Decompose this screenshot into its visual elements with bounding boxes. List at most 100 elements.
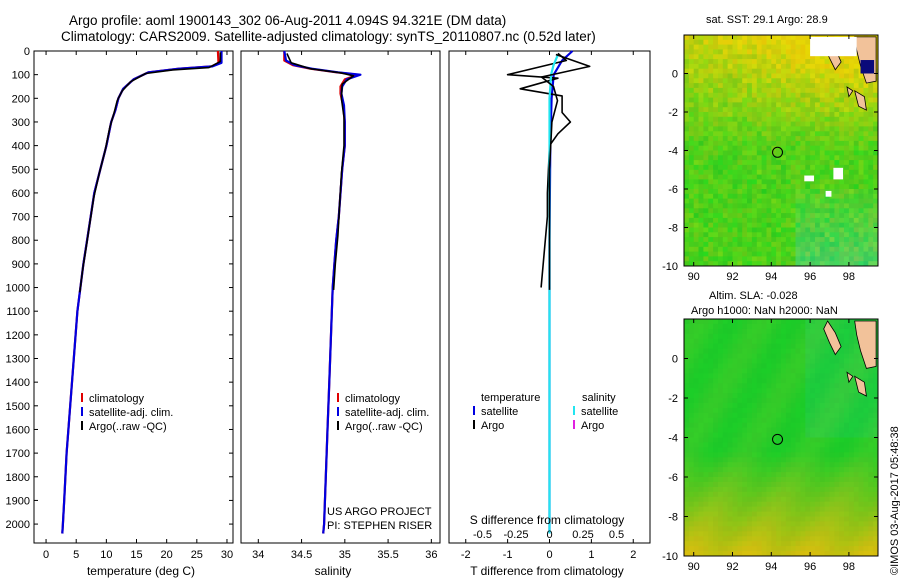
map-cell [863, 126, 869, 132]
map-cell [776, 49, 782, 55]
map-cell [815, 241, 821, 248]
map-cell [810, 97, 816, 103]
map-cell [805, 319, 811, 325]
map-cell [766, 319, 772, 325]
map-cell [776, 506, 782, 512]
map-cell [718, 422, 724, 429]
map-cell [790, 150, 796, 156]
map-cell [722, 179, 729, 185]
map-cell [713, 54, 719, 60]
map-cell [795, 44, 801, 50]
map-cell [708, 126, 714, 132]
map-cell [815, 97, 821, 103]
map-cell [771, 251, 777, 257]
map-cell [693, 213, 699, 219]
map-cell [742, 358, 748, 364]
map-cell [732, 536, 738, 542]
map-cell [718, 184, 724, 190]
map-cell [824, 338, 830, 345]
map-cell [800, 486, 806, 493]
map-cell [771, 208, 777, 214]
map-cell [853, 373, 860, 379]
map-cell [863, 506, 869, 512]
map-cell [732, 437, 738, 443]
profile-location-marker [772, 433, 784, 445]
map-cell [805, 526, 811, 532]
map-cell [834, 107, 840, 113]
map-cell [727, 383, 733, 389]
map-cell [800, 208, 806, 214]
map-cell [844, 87, 850, 94]
map-cell [873, 241, 879, 248]
map-cell [766, 457, 772, 463]
map-cell [810, 541, 816, 547]
map-cell [790, 145, 796, 151]
map-cell [868, 155, 874, 161]
map-cell [858, 251, 864, 257]
map-cell [839, 432, 845, 438]
map-cell [766, 102, 772, 108]
map-cell [703, 246, 709, 253]
map-cell [751, 363, 758, 369]
map-cell [844, 121, 850, 127]
map-cell [844, 217, 850, 224]
map-cell [863, 402, 869, 409]
map-cell [844, 246, 850, 253]
map-cell [795, 169, 801, 176]
map-cell [781, 481, 787, 488]
map-cell [829, 511, 835, 517]
map-cell [727, 358, 733, 364]
map-cell [713, 203, 719, 209]
map-cell [756, 398, 763, 404]
map-cell [858, 407, 864, 414]
map-cell [776, 417, 782, 424]
map-cell [713, 121, 719, 127]
map-cell [819, 417, 826, 424]
map-cell [722, 358, 729, 364]
map-cell [873, 150, 879, 156]
map-cell [688, 174, 695, 180]
map-cell [684, 511, 690, 517]
map-cell [771, 452, 777, 458]
map-cell [873, 102, 879, 108]
map-cell [718, 457, 724, 463]
map-cell [722, 373, 729, 379]
map-cell [732, 83, 738, 89]
map-cell [776, 551, 782, 557]
map-cell [805, 160, 811, 166]
map-cell [727, 407, 733, 414]
map-cell [771, 97, 777, 103]
map-cell [708, 150, 714, 156]
map-cell [834, 68, 840, 74]
map-cell [727, 39, 733, 46]
map-cell [703, 383, 709, 389]
map-cell [713, 393, 719, 399]
map-cell [873, 486, 879, 493]
map-cell [713, 68, 719, 74]
map-cell [688, 107, 695, 113]
map-cell [829, 348, 835, 354]
map-cell [742, 427, 748, 433]
map-cell [810, 116, 816, 123]
map-cell [756, 174, 763, 180]
map-cell [819, 398, 826, 404]
map-cell [848, 107, 855, 113]
map-cell [858, 373, 864, 379]
map-cell [688, 112, 695, 118]
map-cell [868, 383, 874, 389]
map-cell [834, 131, 840, 137]
map-cell [785, 169, 792, 176]
map-cell [771, 160, 777, 166]
map-cell [732, 116, 738, 123]
map-cell [703, 462, 709, 468]
map-cell [805, 496, 811, 503]
map-cell [718, 442, 724, 448]
sst-map-title: sat. SST: 29.1 Argo: 28.9 [706, 14, 828, 26]
map-cell [824, 160, 830, 166]
map-cell [718, 398, 724, 404]
map-cell [834, 417, 840, 424]
map-cell [751, 198, 758, 204]
map-cell [839, 160, 845, 166]
map-cell [698, 54, 704, 60]
map-cell [751, 237, 758, 243]
